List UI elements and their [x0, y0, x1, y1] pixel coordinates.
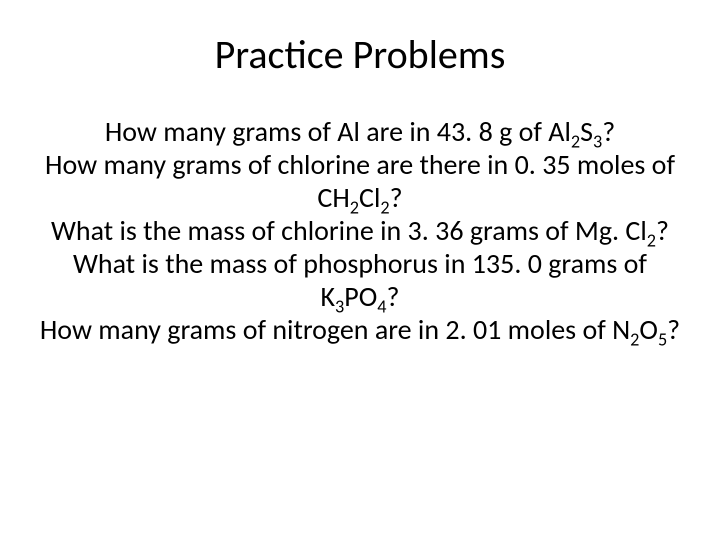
- slide-title: Practice Problems: [0, 30, 720, 79]
- slide: Practice Problems How many grams of Al a…: [0, 0, 720, 540]
- slide-body: How many grams of Al are in 43. 8 g of A…: [0, 115, 720, 346]
- question-3: What is the mass of chlorine in 3. 36 gr…: [38, 214, 682, 247]
- q1-mid1: S: [580, 114, 593, 149]
- question-1: How many grams of Al are in 43. 8 g of A…: [38, 115, 682, 148]
- question-2: How many grams of chlorine are there in …: [38, 148, 682, 214]
- q5-mid1: O: [639, 312, 658, 347]
- q2-post: ?: [390, 180, 403, 215]
- q3-pre: What is the mass of chlorine in 3. 36 gr…: [51, 213, 647, 248]
- q1-post: ?: [602, 114, 615, 149]
- q5-sub1: 2: [630, 329, 639, 351]
- q5-pre: How many grams of nitrogen are in 2. 01 …: [40, 312, 630, 347]
- question-4: What is the mass of phosphorus in 135. 0…: [38, 247, 682, 313]
- q4-post: ?: [387, 279, 400, 314]
- q3-post: ?: [656, 213, 669, 248]
- q4-mid1: PO: [344, 279, 377, 314]
- q5-sub2: 5: [658, 329, 667, 351]
- q2-mid1: Cl: [359, 180, 380, 215]
- question-5: How many grams of nitrogen are in 2. 01 …: [38, 313, 682, 346]
- q1-pre: How many grams of Al are in 43. 8 g of A…: [105, 114, 571, 149]
- q3-sub1: 2: [647, 230, 656, 252]
- q5-post: ?: [667, 312, 680, 347]
